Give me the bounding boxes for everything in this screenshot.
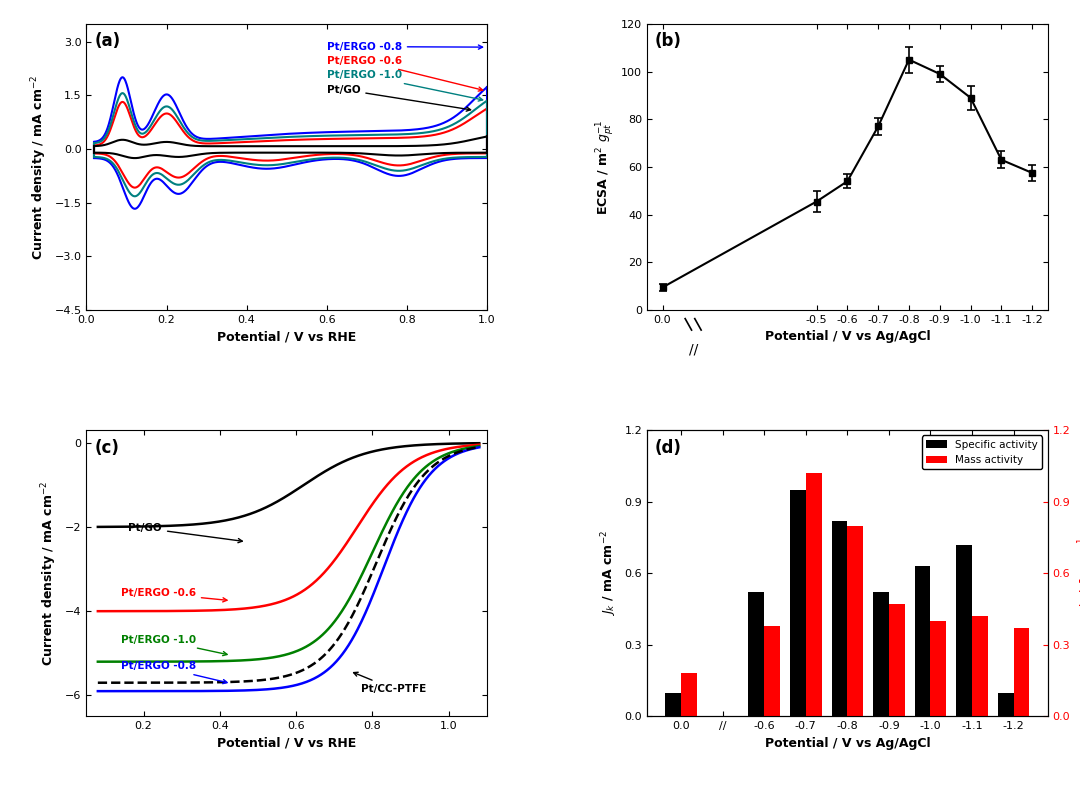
Bar: [889, 604, 905, 716]
Bar: [931, 621, 946, 716]
Y-axis label: ECSA / m$^2$ $g_{pt}^{-1}$: ECSA / m$^2$ $g_{pt}^{-1}$: [594, 119, 616, 215]
Text: Pt/GO: Pt/GO: [129, 523, 242, 543]
Legend: Specific activity, Mass activity: Specific activity, Mass activity: [922, 435, 1042, 469]
Text: Pt/ERGO -0.6: Pt/ERGO -0.6: [121, 588, 227, 602]
Text: //: //: [689, 343, 698, 357]
Bar: [972, 616, 988, 716]
Bar: [748, 592, 765, 716]
Text: Pt/ERGO -0.6: Pt/ERGO -0.6: [326, 56, 483, 91]
Text: (d): (d): [656, 439, 681, 457]
Text: (c): (c): [94, 439, 119, 457]
Bar: [789, 490, 806, 716]
Text: (b): (b): [656, 33, 681, 50]
Bar: [832, 521, 848, 716]
Text: Pt/ERGO -1.0: Pt/ERGO -1.0: [326, 70, 483, 101]
Text: Pt/ERGO -1.0: Pt/ERGO -1.0: [121, 634, 227, 656]
Bar: [915, 566, 931, 716]
Bar: [956, 544, 972, 716]
Bar: [665, 693, 681, 716]
Text: Pt/GO: Pt/GO: [326, 84, 471, 111]
X-axis label: Potential / V vs Ag/AgCl: Potential / V vs Ag/AgCl: [765, 737, 930, 750]
Bar: [873, 592, 889, 716]
Text: (a): (a): [94, 33, 121, 50]
Bar: [681, 673, 697, 716]
Text: Pt/CC-PTFE: Pt/CC-PTFE: [353, 673, 427, 694]
Text: Pt/ERGO -0.8: Pt/ERGO -0.8: [326, 41, 483, 52]
Bar: [998, 693, 1014, 716]
Y-axis label: $J_k$ / A $mg_{pt}^{-1}$: $J_k$ / A $mg_{pt}^{-1}$: [1076, 537, 1080, 610]
Bar: [848, 525, 863, 716]
Bar: [1014, 628, 1029, 716]
Y-axis label: Current density / mA cm$^{-2}$: Current density / mA cm$^{-2}$: [29, 74, 49, 259]
Y-axis label: $J_k$ / mA cm$^{-2}$: $J_k$ / mA cm$^{-2}$: [599, 530, 619, 616]
Bar: [806, 473, 822, 716]
Text: Pt/ERGO -0.8: Pt/ERGO -0.8: [121, 661, 227, 684]
X-axis label: Potential / V vs Ag/AgCl: Potential / V vs Ag/AgCl: [765, 330, 930, 343]
X-axis label: Potential / V vs RHE: Potential / V vs RHE: [217, 330, 356, 343]
Y-axis label: Current density / mA cm$^{-2}$: Current density / mA cm$^{-2}$: [40, 481, 59, 666]
X-axis label: Potential / V vs RHE: Potential / V vs RHE: [217, 737, 356, 750]
Bar: [765, 626, 780, 716]
